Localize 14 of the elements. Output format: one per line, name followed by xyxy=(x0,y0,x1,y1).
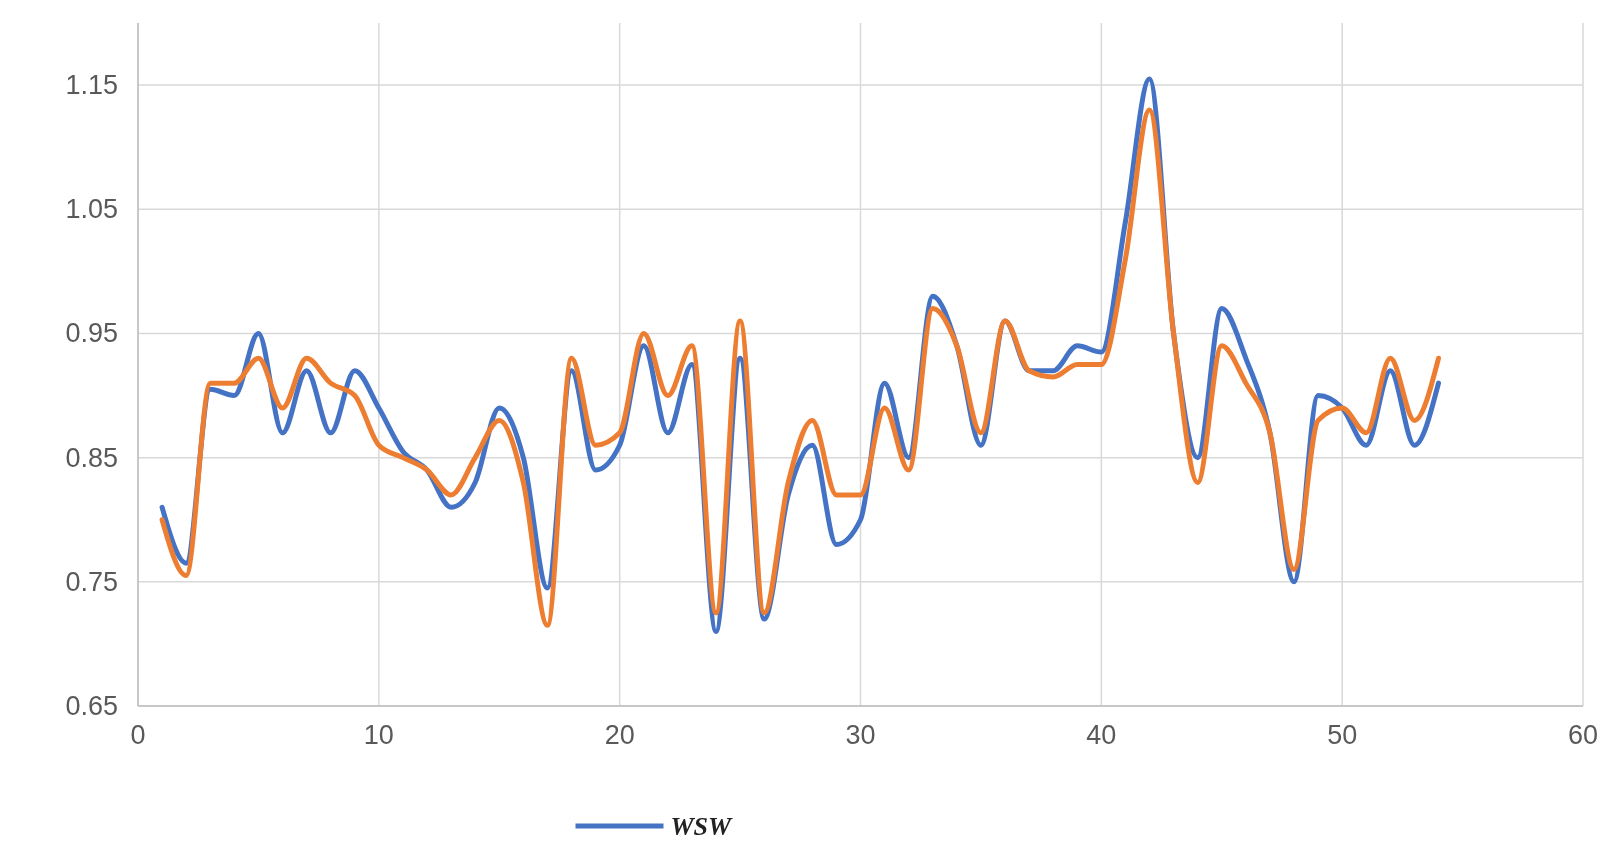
x-tick-label: 0 xyxy=(130,720,146,750)
x-tick-label: 20 xyxy=(604,720,635,750)
y-tick-label: 0.75 xyxy=(65,566,118,597)
x-tick-label: 10 xyxy=(363,720,394,750)
x-tick-label: 30 xyxy=(845,720,876,750)
y-tick-label: 0.85 xyxy=(65,442,118,473)
legend-label: WSW xyxy=(670,812,734,841)
x-tick-label: 60 xyxy=(1567,720,1599,750)
y-tick-label: 0.65 xyxy=(65,691,118,721)
y-tick-label: 1.05 xyxy=(65,194,118,225)
x-tick-label: 40 xyxy=(1086,720,1117,750)
y-tick-label: 0.95 xyxy=(65,318,118,349)
x-tick-label: 50 xyxy=(1327,720,1358,750)
y-tick-label: 1.15 xyxy=(65,70,118,101)
